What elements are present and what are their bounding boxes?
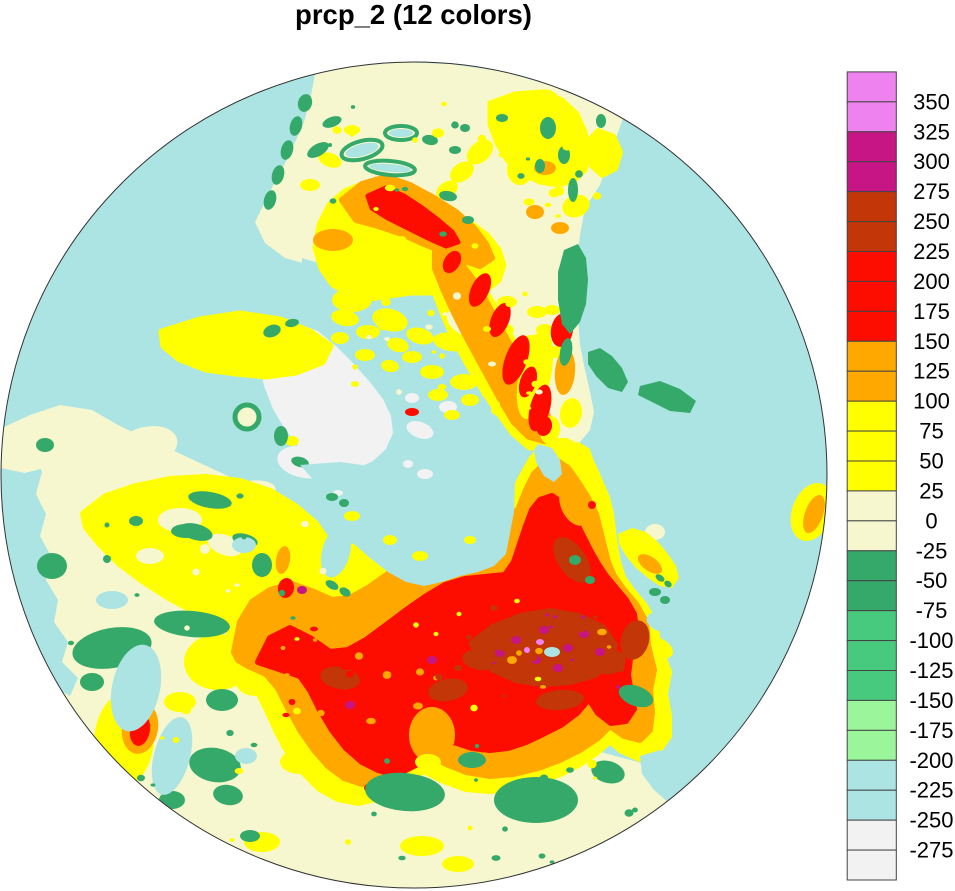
svg-text:-175: -175 bbox=[909, 718, 953, 743]
svg-text:200: 200 bbox=[913, 269, 950, 294]
svg-text:-250: -250 bbox=[909, 808, 953, 833]
svg-text:100: 100 bbox=[913, 389, 950, 414]
svg-text:-150: -150 bbox=[909, 688, 953, 713]
svg-text:prcp_2 (12 colors): prcp_2 (12 colors) bbox=[295, 0, 532, 30]
svg-text:150: 150 bbox=[913, 329, 950, 354]
svg-text:-275: -275 bbox=[909, 838, 953, 863]
svg-text:-225: -225 bbox=[909, 778, 953, 803]
svg-text:300: 300 bbox=[913, 149, 950, 174]
svg-text:175: 175 bbox=[913, 299, 950, 324]
svg-text:-25: -25 bbox=[916, 538, 948, 563]
svg-text:-50: -50 bbox=[916, 568, 948, 593]
svg-text:-100: -100 bbox=[909, 628, 953, 653]
svg-text:-200: -200 bbox=[909, 748, 953, 773]
svg-text:-75: -75 bbox=[916, 598, 948, 623]
svg-text:325: 325 bbox=[913, 119, 950, 144]
svg-text:250: 250 bbox=[913, 209, 950, 234]
svg-text:225: 225 bbox=[913, 239, 950, 264]
svg-text:0: 0 bbox=[925, 508, 937, 533]
svg-text:-125: -125 bbox=[909, 658, 953, 683]
svg-text:275: 275 bbox=[913, 179, 950, 204]
svg-text:75: 75 bbox=[919, 419, 943, 444]
svg-text:50: 50 bbox=[919, 448, 943, 473]
svg-text:25: 25 bbox=[919, 478, 943, 503]
svg-text:125: 125 bbox=[913, 359, 950, 384]
svg-text:350: 350 bbox=[913, 89, 950, 114]
